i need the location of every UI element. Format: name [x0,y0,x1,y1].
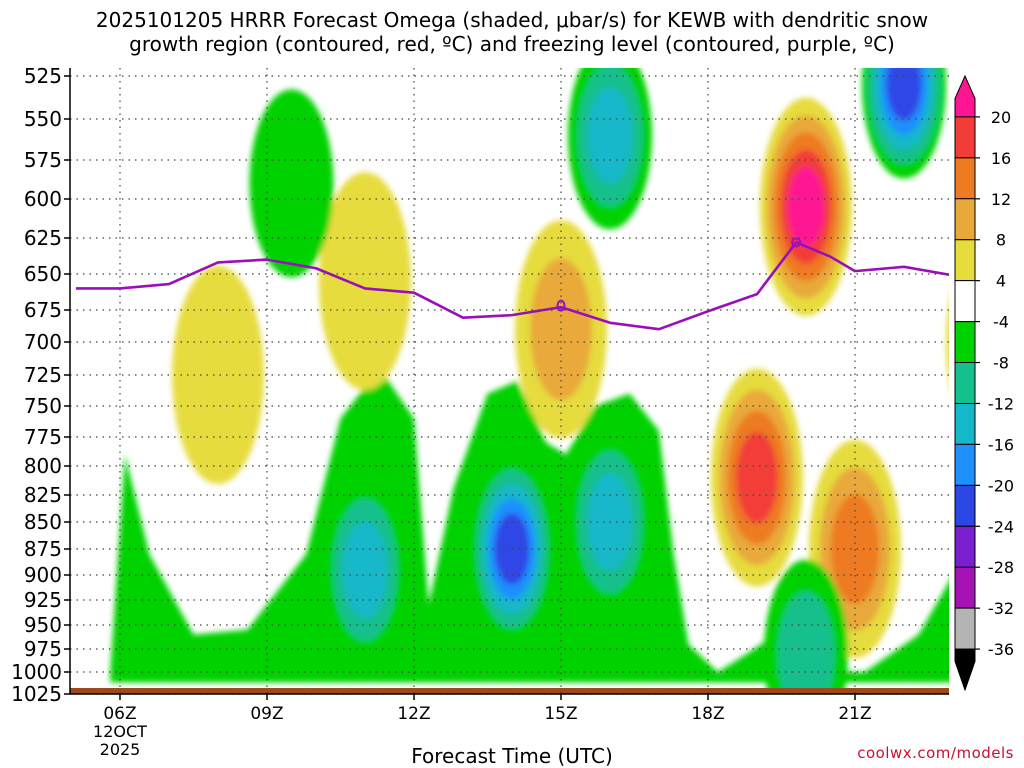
colorbar-bin [954,74,976,118]
colorbar-bin [954,566,976,609]
y-tick-label: 950 [24,613,62,637]
ascent-feature-8 [323,475,407,664]
descent-feature-contour [172,266,264,484]
colorbar-bin [954,525,976,568]
ascent-feature-contour [777,591,835,694]
colorbar-bin [954,362,976,404]
chart-title-line-1: 2025101205 HRRR Forecast Omega (shaded, … [95,8,929,32]
colorbar-tick-label: -20 [988,476,1014,495]
y-tick-label: 700 [24,330,62,354]
colorbar-bin [954,443,976,486]
ascent-feature-9 [568,68,652,230]
colorbar-tick-label: -12 [988,394,1014,413]
y-tick-label: 825 [24,483,62,507]
y-tick-label: 900 [24,563,62,587]
freezing-level-line [75,241,949,331]
ascent-feature-contour [342,521,388,619]
y-tick-label: 750 [24,394,62,418]
chart-title-line-2: growth region (contoured, red, ºC) and f… [129,32,895,56]
ascent-feature-12 [764,559,848,694]
descent-feature-contour [736,431,778,524]
freezing-level-label-marker [791,237,802,248]
colorbar-bin [954,157,976,200]
y-tick-label: 925 [24,588,62,612]
colorbar-bin [954,321,976,364]
colorbar-bin [954,116,976,159]
omega-shading [110,68,949,694]
colorbar-tick-label: 20 [991,108,1011,127]
x-tick-label: 18Z [691,704,724,724]
freezing-level-label-marker [556,299,566,312]
grid-lines [70,68,949,695]
ascent-feature-contour [587,87,633,184]
colorbar-bin [954,402,976,445]
y-tick-label: 625 [24,226,62,250]
ground-strip [70,688,949,694]
y-tick-label: 675 [24,298,62,322]
x-tick-label: 06Z [103,704,136,724]
descent-feature-contour [319,172,411,391]
y-tick-label: 800 [24,454,62,478]
y-tick-label: 975 [24,637,62,661]
colorbar-tick-label: -16 [988,435,1014,454]
y-tick-label: 1000 [11,660,62,684]
descent-feature-3 [711,368,803,587]
colorbar-bin [954,198,976,241]
x-tick-sublabel: 2025 [100,740,141,759]
colorbar-tick-label: 4 [996,272,1006,291]
colorbar: 20 16 12 8 4 -4 -8 -12 -16 -20 -24 -28 -32 -36 [954,74,1014,692]
axes: 525 550 575 600 625 650 675 700 725 750 775 800 825 8… [11,64,949,759]
ascent-feature-contour [886,68,922,121]
y-tick-label: 850 [24,510,62,534]
x-axis-label: Forecast Time (UTC) [411,744,613,768]
y-tick-label: 875 [24,537,62,561]
y-tick-label: 550 [24,107,62,131]
descent-feature-contour [787,166,825,247]
y-tick-label: 725 [24,363,62,387]
colorbar-tick-label: -24 [988,517,1014,536]
ascent-feature-10 [862,68,946,179]
colorbar-bin [954,484,976,527]
y-tick-label: 525 [24,64,62,88]
y-tick-label: 575 [24,148,62,172]
x-tick-label: 09Z [250,704,283,724]
y-tick-label: 650 [24,262,62,286]
plot-area [70,68,949,694]
colorbar-tick-label: -32 [988,599,1014,618]
colorbar-tick-label: -8 [993,354,1009,373]
descent-feature-1 [319,172,411,391]
y-tick-label: 600 [24,187,62,211]
colorbar-tick-label: -28 [988,558,1014,577]
ascent-feature-contour [249,89,334,278]
colorbar-bin [954,239,976,282]
x-tick-label: 21Z [838,704,871,724]
colorbar-tick-label: -36 [988,640,1014,659]
colorbar-tick-label: -4 [993,313,1009,332]
descent-feature-0 [172,266,264,484]
colorbar-tick-label: 16 [991,149,1011,168]
colorbar-bin [954,648,976,692]
ascent-feature-13 [249,89,334,278]
x-tick-label: 15Z [544,704,577,724]
colorbar-bin [954,607,976,650]
colorbar-bin [954,280,976,323]
colorbar-tick-label: 8 [996,231,1006,250]
colorbar-tick-label: 12 [991,190,1011,209]
credit-text: coolwx.com/models [857,744,1014,762]
descent-feature-4 [760,97,852,316]
y-tick-label: 1025 [11,682,62,706]
x-tick-label: 12Z [397,704,430,724]
y-tick-label: 775 [24,425,62,449]
x-tick-sublabel: 12OCT [93,722,147,741]
